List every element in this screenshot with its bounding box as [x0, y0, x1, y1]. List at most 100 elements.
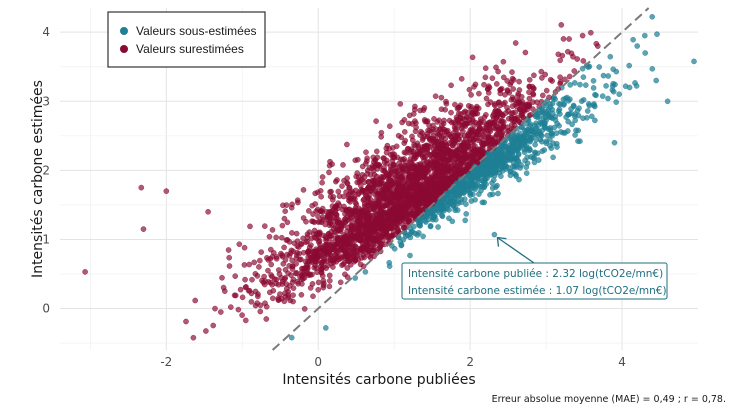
- point-surestime: [405, 215, 412, 222]
- point-sous-estime: [551, 124, 558, 131]
- point-surestime: [441, 117, 447, 124]
- point-surestime: [574, 56, 581, 62]
- annotation-line-estimated: Intensité carbone estimée : 1.07 log(tCO…: [408, 285, 667, 297]
- point-sous-estime: [513, 171, 519, 178]
- point-surestime: [454, 163, 460, 169]
- point-surestime: [381, 186, 388, 193]
- point-surestime: [357, 261, 364, 268]
- y-axis-title: Intensités carbone estimées: [30, 80, 46, 278]
- point-surestime: [293, 252, 300, 258]
- point-surestime: [365, 178, 372, 185]
- point-surestime: [413, 175, 420, 181]
- point-surestime: [364, 155, 370, 161]
- point-surestime: [326, 283, 333, 290]
- point-surestime: [444, 127, 451, 134]
- point-surestime: [241, 244, 248, 251]
- point-surestime: [464, 154, 471, 161]
- point-sous-estime: [548, 131, 555, 137]
- point-surestime: [363, 149, 369, 155]
- point-sous-estime: [446, 215, 452, 222]
- point-sous-estime: [434, 205, 440, 212]
- point-sous-estime: [491, 156, 497, 163]
- point-surestime: [278, 234, 285, 241]
- point-surestime: [337, 220, 343, 227]
- point-surestime: [339, 183, 345, 189]
- point-surestime: [300, 235, 306, 242]
- point-surestime: [375, 236, 382, 243]
- point-surestime: [540, 92, 546, 99]
- point-sous-estime: [543, 140, 550, 146]
- point-sous-estime: [549, 110, 556, 117]
- point-sous-estime: [603, 83, 609, 89]
- point-surestime: [284, 219, 291, 226]
- point-surestime: [192, 297, 198, 304]
- y-tick-label: 0: [42, 302, 50, 316]
- point-sous-estime: [508, 137, 515, 144]
- point-surestime: [378, 133, 385, 140]
- point-surestime: [293, 230, 300, 237]
- point-surestime: [335, 227, 342, 233]
- point-surestime: [414, 148, 421, 155]
- point-sous-estime: [556, 123, 562, 129]
- point-surestime: [371, 225, 377, 231]
- point-surestime: [518, 94, 525, 100]
- point-surestime: [509, 69, 515, 75]
- point-surestime: [343, 207, 350, 214]
- point-surestime: [342, 271, 348, 278]
- point-surestime: [341, 177, 347, 184]
- point-sous-estime: [610, 88, 617, 95]
- point-surestime: [460, 128, 466, 134]
- point-surestime: [530, 86, 537, 92]
- point-sous-estime: [516, 176, 522, 183]
- point-surestime: [336, 247, 343, 253]
- point-surestime: [447, 149, 453, 156]
- point-surestime: [242, 317, 249, 324]
- point-surestime: [256, 257, 263, 264]
- point-surestime: [412, 212, 419, 218]
- point-surestime: [443, 142, 450, 148]
- point-sous-estime: [592, 103, 598, 110]
- point-surestime: [403, 183, 409, 190]
- y-tick-label: 2: [42, 163, 50, 177]
- point-sous-estime: [491, 231, 498, 238]
- point-surestime: [373, 148, 380, 155]
- point-surestime: [422, 118, 429, 125]
- point-sous-estime: [539, 105, 545, 111]
- point-sous-estime: [463, 211, 470, 217]
- point-surestime: [408, 148, 415, 154]
- point-surestime: [269, 295, 276, 302]
- point-surestime: [593, 40, 600, 47]
- point-surestime: [549, 78, 555, 84]
- point-surestime: [381, 155, 387, 162]
- point-surestime: [326, 235, 332, 242]
- point-sous-estime: [550, 154, 556, 161]
- point-surestime: [376, 231, 383, 238]
- point-sous-estime: [521, 149, 528, 155]
- point-surestime: [258, 249, 265, 255]
- point-sous-estime: [599, 93, 606, 99]
- point-surestime: [476, 90, 482, 97]
- point-surestime: [318, 193, 325, 200]
- point-surestime: [394, 192, 401, 199]
- point-surestime: [370, 244, 377, 251]
- point-surestime: [304, 231, 311, 237]
- point-surestime: [557, 74, 563, 80]
- point-surestime: [364, 185, 371, 191]
- point-surestime: [359, 244, 365, 251]
- point-sous-estime: [414, 217, 421, 224]
- point-sous-estime: [576, 105, 582, 111]
- point-surestime: [315, 213, 321, 220]
- point-surestime: [261, 223, 268, 229]
- point-surestime: [474, 151, 481, 157]
- point-surestime: [328, 211, 335, 218]
- point-surestime: [434, 119, 441, 125]
- point-surestime: [466, 136, 473, 142]
- point-surestime: [504, 104, 510, 111]
- point-surestime: [312, 262, 318, 269]
- point-sous-estime: [517, 130, 523, 137]
- point-surestime: [226, 263, 233, 269]
- point-sous-estime: [547, 114, 553, 120]
- point-surestime: [322, 221, 329, 228]
- point-sous-estime: [543, 108, 550, 115]
- point-surestime: [418, 128, 424, 135]
